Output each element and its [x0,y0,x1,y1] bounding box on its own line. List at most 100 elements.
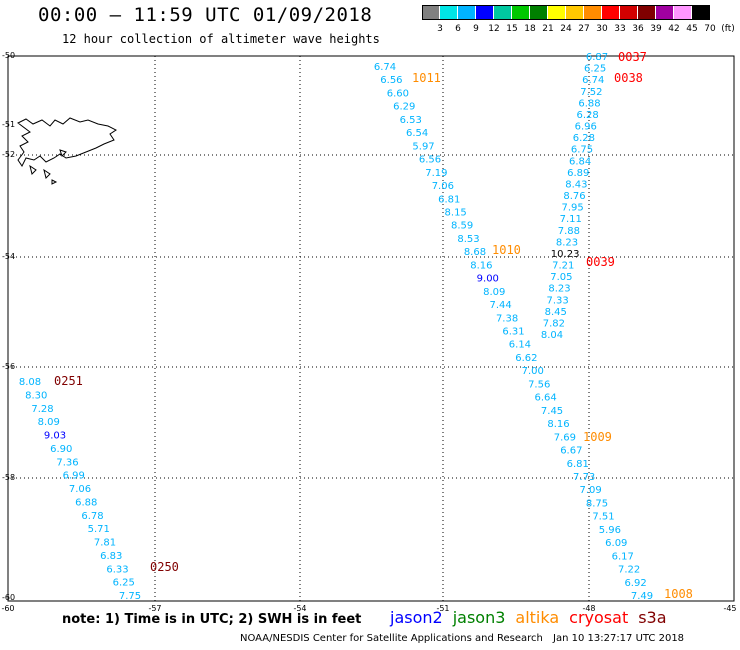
swh-value-track-1011: 6.14 [509,340,531,351]
swh-value-track-1011: 6.56 [380,75,402,86]
latitude-tick-label: -56 [2,362,15,371]
swh-value-track-1011: 7.22 [618,565,640,576]
scale-label: 39 [650,24,662,34]
swh-value-track-0037: 6.25 [584,64,606,75]
swh-value-track-1011: 7.09 [579,485,601,496]
pass-time-label: 0038 [614,71,643,85]
scale-border [422,5,710,20]
longitude-tick-label: -57 [148,604,161,613]
swh-value-track-0251: 7.75 [119,591,141,602]
swh-value-track-0251: 8.08 [19,377,41,388]
pass-time-label: 0037 [618,50,647,64]
scale-swatch [674,5,692,20]
swh-value-track-0251: 6.78 [81,511,103,522]
swh-value-track-1011: 7.73 [573,472,595,483]
swh-value-track-0251: 9.03 [44,431,66,442]
swh-value-track-0251: 6.25 [113,578,135,589]
longitude-tick-label: -51 [436,604,449,613]
longitude-tick-label: -54 [293,604,306,613]
satellite-legend-item: altika [515,608,560,627]
swh-value-track-1011: 8.75 [586,498,608,509]
swh-value-track-0251: 6.88 [75,497,97,508]
swh-value-track-0037: 8.04 [541,330,563,341]
pass-time-label: 1011 [412,71,441,85]
swh-value-track-0037: 6.89 [567,168,589,179]
observation-values: 6.74 6.56 6.60 6.29 6.53 6.54 5.97 6.56 7.19 7.06… [19,52,653,602]
swh-value-track-0037: 7.52 [580,87,602,98]
swh-value-track-0251: 6.33 [106,564,128,575]
swh-value-track-0037: 10.23 [551,249,580,260]
scale-label: 45 [686,24,698,34]
swh-value-track-1011: 6.17 [612,551,634,562]
scale-label: 18 [524,24,536,34]
swh-value-track-0037: 6.28 [576,110,598,121]
swh-value-track-1011: 7.44 [490,300,512,311]
swh-value-track-1011: 5.96 [599,525,621,536]
pass-time-label: 0039 [586,255,615,269]
swh-value-track-0251: 7.36 [56,457,78,468]
credit-line: NOAA/NESDIS Center for Satellite Applica… [240,633,543,644]
swh-value-track-0037: 7.21 [552,261,574,272]
swh-value-track-0251: 7.81 [94,538,116,549]
satellite-legend-item: jason2 [390,608,443,627]
swh-value-track-1011: 9.00 [477,274,499,285]
swh-value-track-0037: 8.43 [565,179,587,190]
swh-value-track-1011: 6.92 [624,578,646,589]
swh-value-track-1011: 6.60 [387,88,409,99]
swh-value-track-0251: 7.06 [69,484,91,495]
swh-value-track-1011: 7.00 [522,366,544,377]
swh-value-track-1011: 5.97 [412,141,434,152]
swh-value-track-0037: 7.05 [550,272,572,283]
pass-time-label: 0251 [54,374,83,388]
swh-value-track-1011: 6.29 [393,102,415,113]
swh-value-track-0037: 6.87 [586,52,608,63]
latitude-tick-label: -50 [2,51,15,60]
credit-date: Jan 10 13:27:17 UTC 2018 [553,633,685,644]
swh-value-track-0251: 7.28 [31,404,53,415]
pass-time-label: 1010 [492,243,521,257]
scale-swatch [422,5,440,20]
pass-time-label: 1009 [583,430,612,444]
scale-label: 33 [614,24,626,34]
satellite-legend-item: s3a [638,608,667,627]
swh-value-track-1011: 7.38 [496,313,518,324]
latitude-tick-label: -52 [2,150,15,159]
swh-value-track-0037: 7.95 [561,203,583,214]
scale-label: 3 [437,24,443,34]
scale-label: 70 [704,24,716,34]
latitude-tick-label: -60 [2,593,15,602]
swh-value-track-0037: 7.33 [546,295,568,306]
scale-swatch [620,5,638,20]
swh-value-track-1011: 8.68 [464,247,486,258]
swh-value-track-1011: 6.74 [374,62,396,73]
satellite-legend: jason2 jason3 altika cryosat s3a [390,608,677,627]
scale-label: 24 [560,24,572,34]
swh-value-track-0251: 6.83 [100,551,122,562]
latitude-tick-label: -54 [2,252,15,261]
swh-value-track-0037: 7.11 [560,214,582,225]
swh-value-track-1011: 8.53 [457,234,479,245]
axis-labels: -60 -57 -54 -51 -48 -45 -50 -51 -52 -54 -56 -58 -60 [1,51,736,613]
swh-value-track-1011: 6.56 [419,155,441,166]
swh-value-track-1011: 6.67 [560,446,582,457]
footnote: note: 1) Time is in UTC; 2) SWH is in fe… [62,612,362,627]
latitude-tick-label: -51 [2,120,15,129]
swh-value-track-1011: 6.54 [406,128,428,139]
falkland-islands-coastline [17,117,117,185]
scale-label: 12 [488,24,500,34]
scale-swatch [548,5,566,20]
longitude-tick-label: -60 [1,604,14,613]
lat-lon-grid [8,56,734,601]
scale-swatch [440,5,458,20]
scale-swatch [656,5,674,20]
swh-value-track-1011: 6.81 [438,194,460,205]
scale-swatch [476,5,494,20]
swh-value-track-1011: 7.19 [425,168,447,179]
scale-label: 36 [632,24,644,34]
swh-value-track-1011: 8.16 [547,419,569,430]
swh-value-track-0251: 6.90 [50,444,72,455]
latitude-tick-label: -58 [2,473,15,482]
swh-value-track-1011: 6.53 [400,115,422,126]
swh-value-track-0037: 6.28 [573,133,595,144]
